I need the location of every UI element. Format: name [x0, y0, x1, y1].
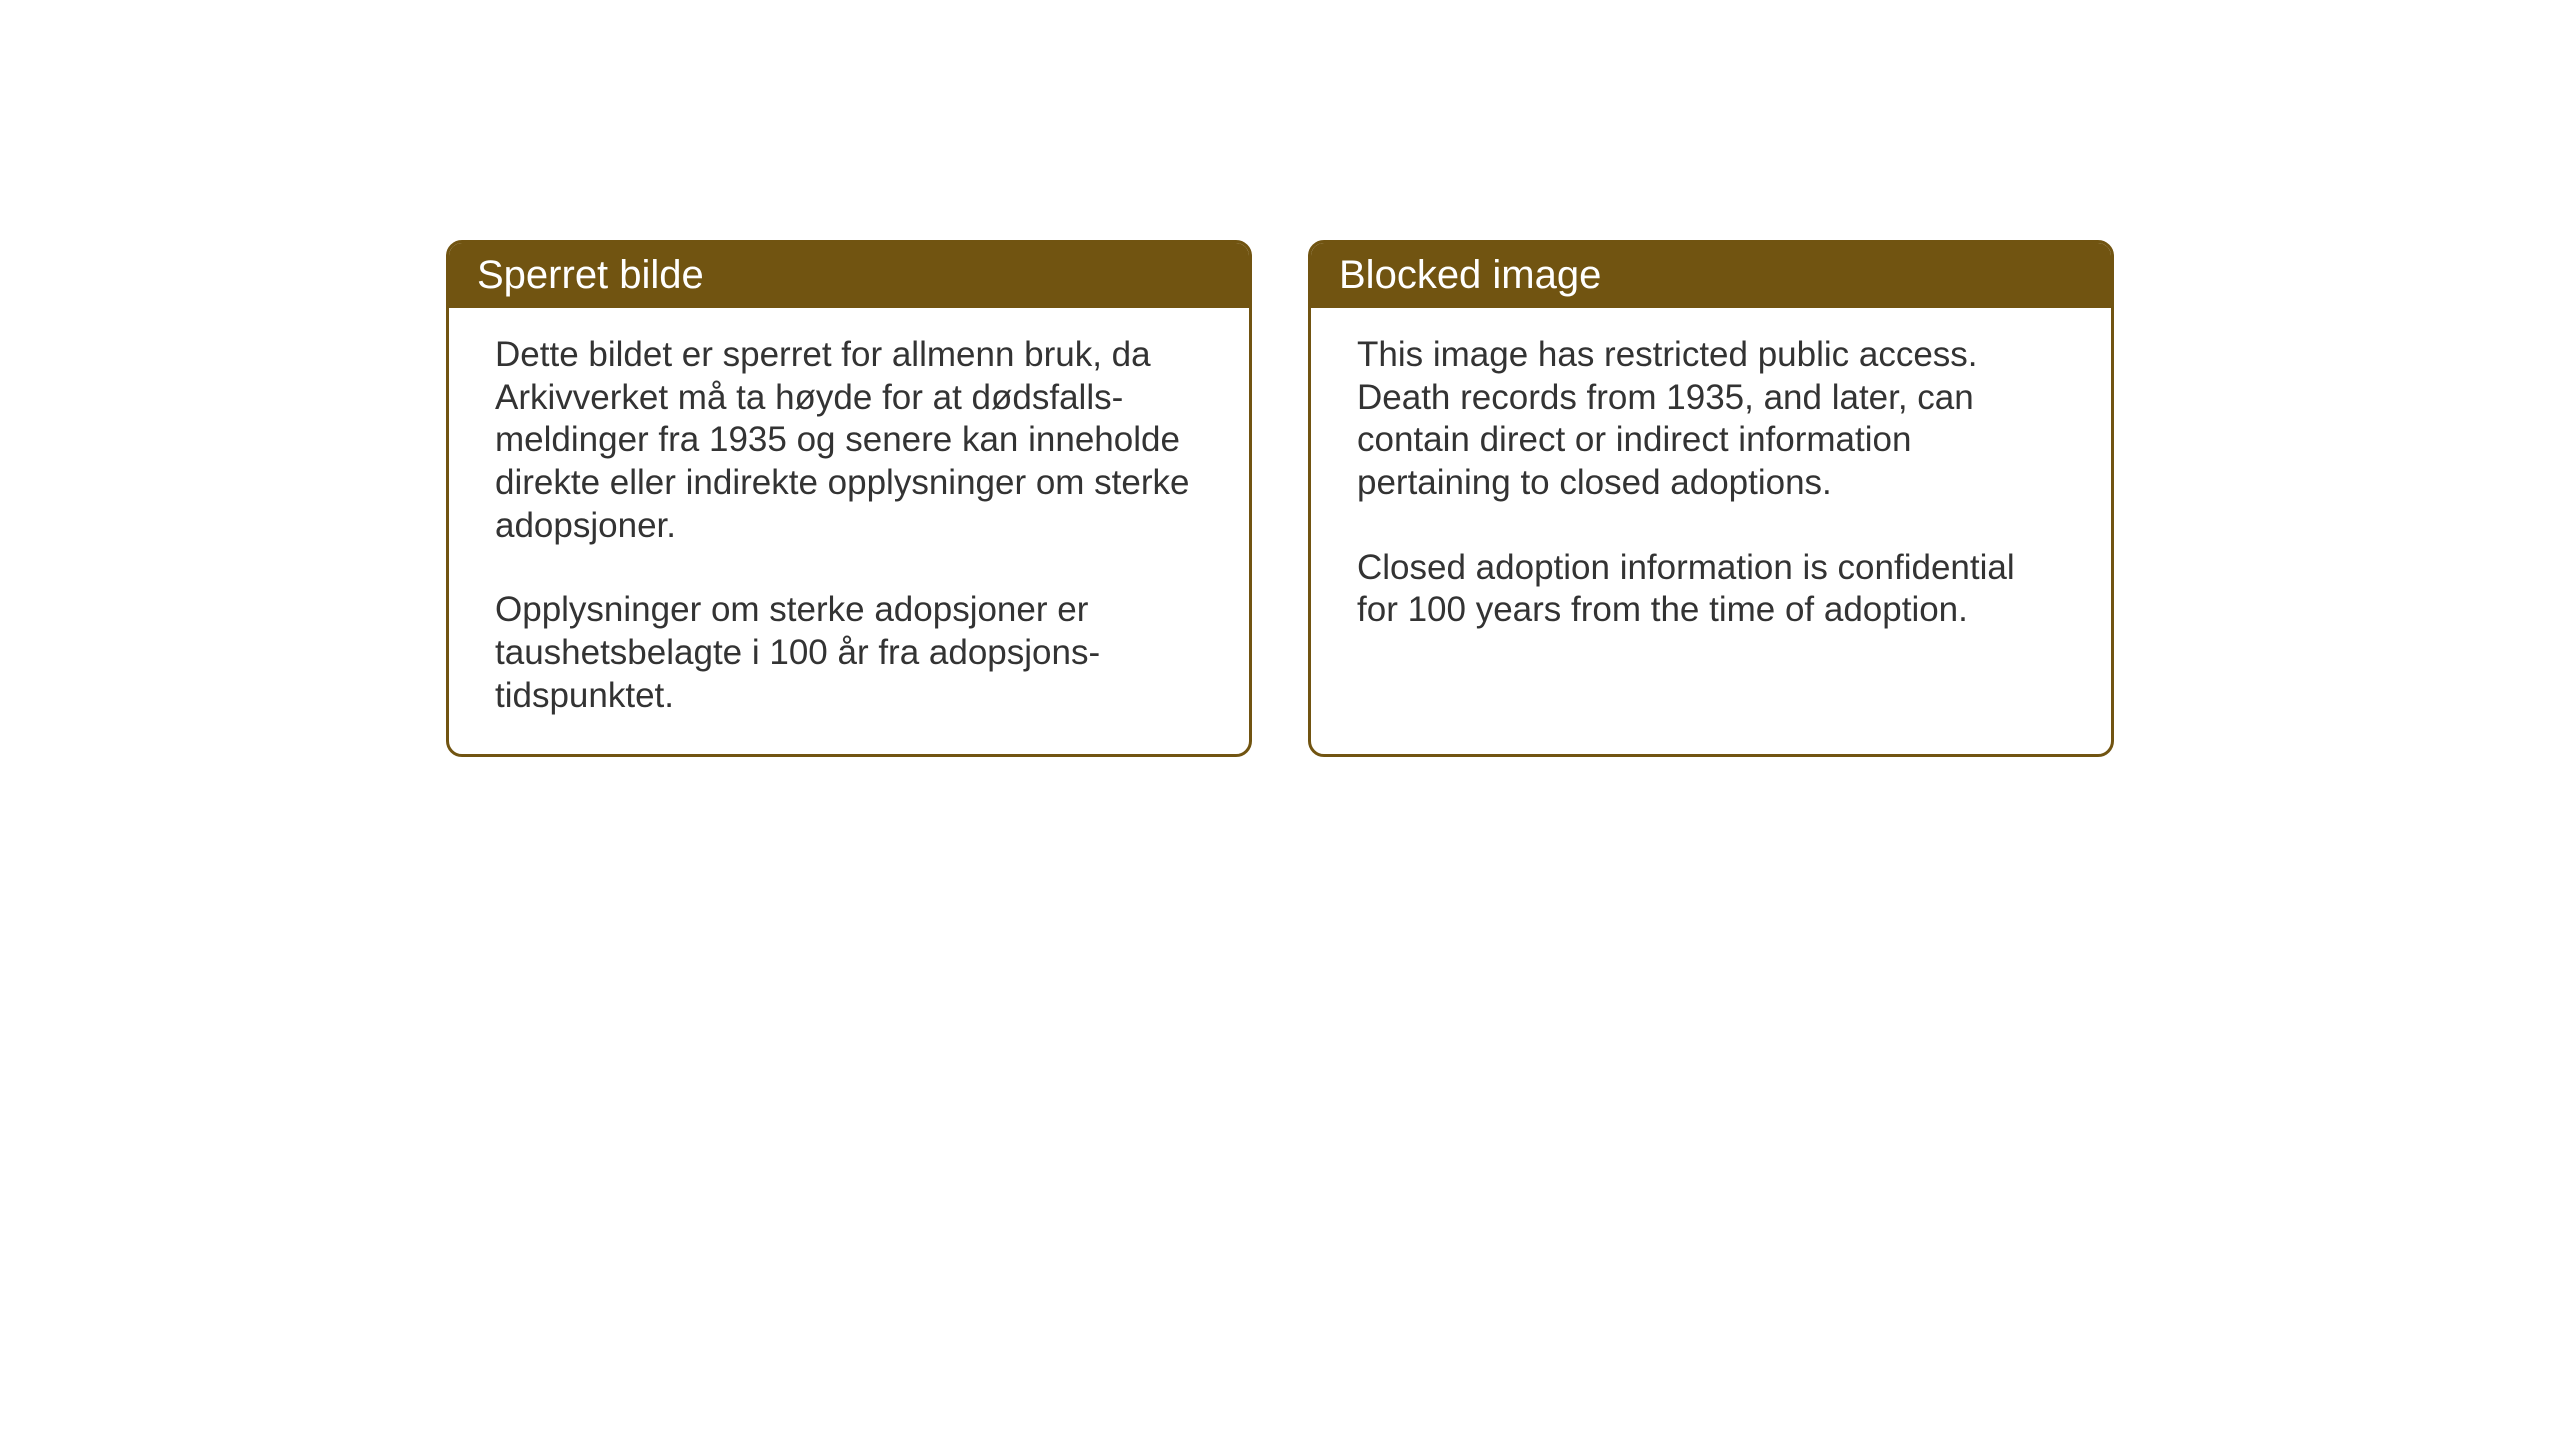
- notice-card-english: Blocked image This image has restricted …: [1308, 240, 2114, 757]
- notice-card-norwegian: Sperret bilde Dette bildet er sperret fo…: [446, 240, 1252, 757]
- notice-paragraph: Dette bildet er sperret for allmenn bruk…: [495, 334, 1203, 547]
- notice-container: Sperret bilde Dette bildet er sperret fo…: [446, 240, 2114, 757]
- notice-paragraph: Opplysninger om sterke adopsjoner er tau…: [495, 589, 1203, 717]
- notice-paragraph: This image has restricted public access.…: [1357, 334, 2065, 505]
- notice-header-norwegian: Sperret bilde: [449, 243, 1249, 308]
- notice-header-english: Blocked image: [1311, 243, 2111, 308]
- notice-body-norwegian: Dette bildet er sperret for allmenn bruk…: [449, 308, 1249, 754]
- notice-paragraph: Closed adoption information is confident…: [1357, 547, 2065, 632]
- notice-body-english: This image has restricted public access.…: [1311, 308, 2111, 738]
